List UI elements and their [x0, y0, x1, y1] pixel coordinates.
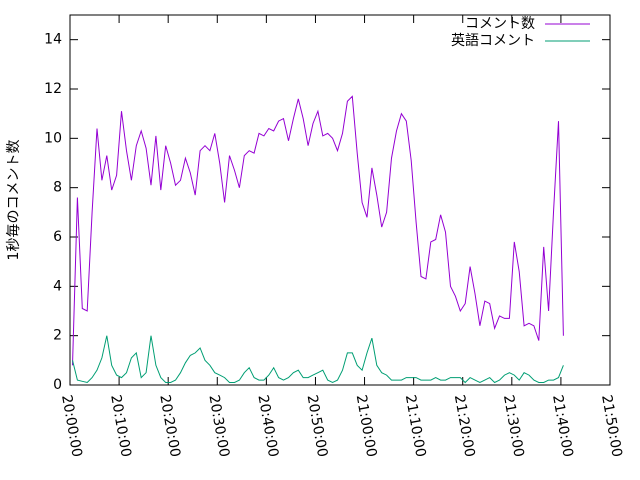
x-tick-label: 20:40:00 — [254, 394, 281, 459]
x-tick-label: 21:00:00 — [353, 394, 380, 459]
legend-label: 英語コメント — [451, 32, 535, 49]
y-axis-label: 1秒毎のコメント数 — [6, 140, 22, 261]
plot-border — [69, 14, 611, 386]
x-tick-label: 21:40:00 — [549, 394, 576, 459]
y-tick-label: 10 — [44, 130, 62, 146]
x-tick-label: 21:30:00 — [500, 394, 527, 459]
data-line — [72, 95, 564, 366]
data-line — [72, 335, 564, 384]
x-tick-label: 21:20:00 — [451, 394, 478, 459]
x-tick-label: 20:00:00 — [58, 394, 85, 459]
x-tick-label: 20:30:00 — [205, 394, 232, 459]
y-tick-label: 6 — [53, 229, 62, 245]
x-tick-label: 21:50:00 — [598, 394, 625, 459]
x-tick-label: 20:50:00 — [304, 394, 331, 459]
y-tick-label: 12 — [44, 81, 62, 97]
legend-label: コメント数 — [465, 16, 535, 32]
x-tick-label: 20:20:00 — [156, 394, 183, 459]
y-tick-label: 2 — [53, 328, 62, 344]
y-tick-label: 0 — [53, 377, 62, 393]
x-tick-label: 21:10:00 — [402, 394, 429, 459]
y-tick-label: 8 — [53, 180, 62, 196]
y-tick-label: 14 — [44, 32, 62, 48]
y-tick-label: 4 — [53, 278, 62, 294]
x-tick-label: 20:10:00 — [107, 394, 134, 459]
